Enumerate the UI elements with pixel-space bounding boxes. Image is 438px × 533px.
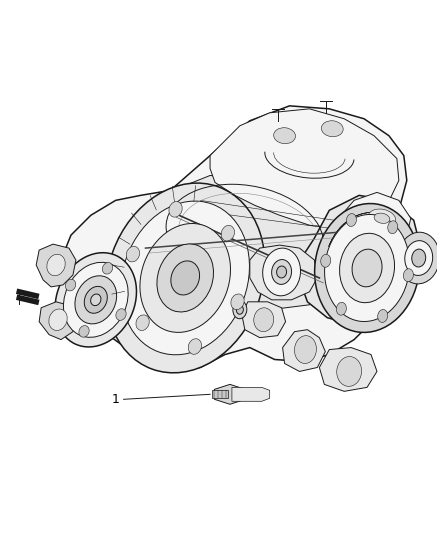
Ellipse shape — [337, 357, 362, 386]
Polygon shape — [36, 244, 76, 287]
Ellipse shape — [121, 201, 250, 355]
Polygon shape — [341, 192, 411, 242]
Ellipse shape — [106, 183, 265, 373]
Ellipse shape — [91, 294, 101, 305]
Ellipse shape — [171, 261, 200, 295]
Polygon shape — [185, 175, 344, 310]
Ellipse shape — [321, 121, 343, 136]
Ellipse shape — [368, 209, 396, 228]
Ellipse shape — [254, 308, 274, 332]
Polygon shape — [39, 302, 77, 340]
Ellipse shape — [277, 266, 286, 278]
Ellipse shape — [169, 201, 182, 217]
Ellipse shape — [274, 128, 296, 144]
Ellipse shape — [136, 315, 149, 330]
Ellipse shape — [233, 301, 247, 319]
Ellipse shape — [263, 248, 300, 296]
Ellipse shape — [188, 338, 201, 354]
Ellipse shape — [140, 223, 230, 333]
Polygon shape — [300, 196, 421, 325]
Ellipse shape — [64, 262, 128, 337]
Text: 1: 1 — [112, 393, 120, 406]
Ellipse shape — [157, 244, 213, 312]
Polygon shape — [232, 387, 270, 401]
Ellipse shape — [116, 309, 126, 320]
Ellipse shape — [126, 246, 140, 262]
Polygon shape — [283, 330, 325, 372]
Ellipse shape — [378, 310, 388, 322]
Ellipse shape — [294, 336, 316, 364]
Ellipse shape — [398, 232, 438, 284]
Ellipse shape — [325, 214, 410, 321]
Ellipse shape — [346, 214, 357, 227]
Ellipse shape — [102, 262, 113, 274]
Polygon shape — [210, 109, 399, 228]
Ellipse shape — [388, 221, 398, 233]
Ellipse shape — [237, 305, 244, 314]
Polygon shape — [215, 384, 245, 404]
Polygon shape — [250, 245, 318, 300]
Ellipse shape — [405, 241, 433, 276]
Ellipse shape — [55, 253, 137, 347]
Polygon shape — [242, 302, 286, 337]
Polygon shape — [61, 106, 407, 372]
Ellipse shape — [231, 294, 244, 310]
Ellipse shape — [403, 269, 413, 281]
Ellipse shape — [272, 260, 292, 285]
Ellipse shape — [75, 276, 117, 324]
Ellipse shape — [84, 286, 107, 313]
Ellipse shape — [321, 254, 331, 267]
Ellipse shape — [339, 233, 395, 303]
Ellipse shape — [47, 254, 65, 276]
Ellipse shape — [314, 204, 420, 333]
Ellipse shape — [79, 326, 89, 337]
Polygon shape — [212, 390, 228, 398]
Ellipse shape — [221, 225, 234, 241]
Ellipse shape — [49, 309, 67, 330]
Ellipse shape — [374, 213, 390, 223]
Polygon shape — [319, 348, 377, 391]
Ellipse shape — [65, 279, 76, 291]
Ellipse shape — [412, 249, 426, 267]
Ellipse shape — [336, 302, 346, 315]
Ellipse shape — [352, 249, 382, 287]
